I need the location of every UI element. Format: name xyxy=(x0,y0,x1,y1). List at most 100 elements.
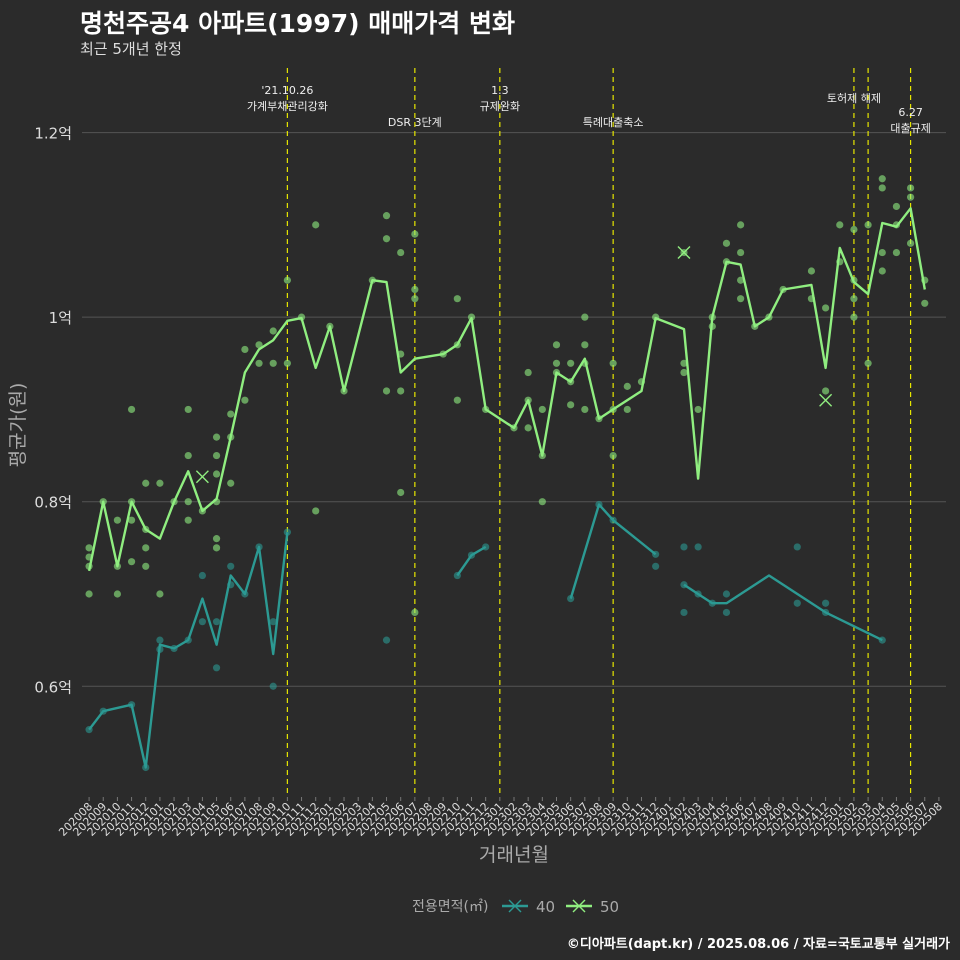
data-point-50 xyxy=(737,221,745,229)
series-line-40 xyxy=(456,545,487,577)
data-point-40 xyxy=(198,618,206,626)
data-point-50 xyxy=(878,175,886,183)
data-point-50 xyxy=(708,313,716,321)
data-point-50 xyxy=(822,304,830,312)
data-point-40 xyxy=(822,608,830,617)
data-point-50 xyxy=(623,382,631,390)
data-point-40 xyxy=(283,528,291,536)
data-point-40 xyxy=(212,618,221,626)
data-point-50 xyxy=(170,498,178,506)
chart-subtitle: 최근 5개년 한정 xyxy=(80,40,182,58)
data-point-40 xyxy=(652,562,660,570)
data-point-50 xyxy=(142,479,150,487)
data-point-40 xyxy=(680,581,688,589)
data-point-50 xyxy=(184,405,192,414)
data-point-50 xyxy=(524,368,532,377)
event-label: 가계부채관리강화 xyxy=(247,100,328,113)
data-point-50 xyxy=(85,553,93,561)
series-line-40 xyxy=(569,503,657,599)
data-point-50 xyxy=(241,345,249,354)
y-axis-label: 평균가(원) xyxy=(7,383,29,468)
data-point-40 xyxy=(567,595,575,603)
data-point-50 xyxy=(127,405,136,414)
data-point-50 xyxy=(368,276,376,284)
data-point-50 xyxy=(850,276,858,284)
event-label: 특례대출축소 xyxy=(583,116,644,129)
data-point-50 xyxy=(312,221,320,229)
data-point-50 xyxy=(142,544,150,552)
legend-swatch-x xyxy=(508,899,522,913)
data-point-50 xyxy=(836,258,844,266)
series-line-50 xyxy=(87,207,926,572)
data-point-50 xyxy=(212,535,221,543)
data-point-50 xyxy=(637,378,646,386)
data-point-40 xyxy=(595,500,603,509)
data-point-50 xyxy=(411,295,419,303)
data-point-40 xyxy=(241,590,249,598)
data-point-50 xyxy=(538,498,546,506)
data-point-40 xyxy=(227,562,235,570)
data-point-50 xyxy=(850,295,858,303)
chart-title: 명천주공4 아파트(1997) 매매가격 변화 xyxy=(80,9,515,38)
data-point-50 xyxy=(552,359,561,367)
data-point-50 xyxy=(467,313,476,321)
data-point-50 xyxy=(524,396,532,404)
data-point-50 xyxy=(184,516,192,524)
data-point-50 xyxy=(113,562,122,570)
highlight-stroke xyxy=(819,393,833,407)
data-point-40 xyxy=(212,664,221,672)
data-point-50 xyxy=(906,239,915,247)
data-point-50 xyxy=(878,267,886,275)
data-point-50 xyxy=(807,295,816,303)
y-tick-label: 0.6억 xyxy=(34,678,72,696)
data-point-50 xyxy=(142,562,150,570)
data-point-40 xyxy=(609,516,617,524)
data-point-50 xyxy=(453,341,461,349)
data-point-50 xyxy=(850,225,858,234)
legend-title: 전용면적(㎡) xyxy=(412,899,488,915)
data-point-50 xyxy=(156,590,164,598)
data-point-40 xyxy=(878,636,886,644)
data-point-50 xyxy=(906,193,915,201)
data-point-50 xyxy=(312,507,320,515)
data-point-50 xyxy=(227,410,235,418)
data-point-40 xyxy=(269,618,277,626)
event-label: '21.10.26 xyxy=(261,84,313,97)
data-point-50 xyxy=(567,378,575,386)
data-point-50 xyxy=(113,590,122,598)
data-point-50 xyxy=(581,359,589,367)
data-point-50 xyxy=(439,350,447,358)
data-point-50 xyxy=(892,221,901,229)
data-point-50 xyxy=(878,184,886,192)
data-point-50 xyxy=(892,202,901,211)
data-point-50 xyxy=(708,322,716,330)
data-point-40 xyxy=(822,599,830,607)
data-point-50 xyxy=(184,451,192,460)
data-point-50 xyxy=(482,405,490,414)
data-point-50 xyxy=(85,562,93,570)
data-point-40 xyxy=(170,644,178,653)
data-point-50 xyxy=(567,359,575,367)
data-point-50 xyxy=(212,498,221,506)
data-point-50 xyxy=(212,544,221,552)
y-tick-label: 1억 xyxy=(49,309,72,327)
data-point-50 xyxy=(127,498,136,506)
data-point-50 xyxy=(382,387,391,395)
data-point-50 xyxy=(212,433,221,441)
data-point-50 xyxy=(694,405,702,414)
data-point-40 xyxy=(127,701,136,709)
data-point-50 xyxy=(397,387,405,395)
series-lines xyxy=(87,207,926,769)
highlight-marker-50 xyxy=(819,393,833,407)
data-point-50 xyxy=(680,359,688,367)
highlight-stroke xyxy=(195,470,209,484)
data-point-40 xyxy=(722,590,731,598)
data-point-50 xyxy=(397,248,405,257)
data-point-50 xyxy=(722,258,731,266)
data-point-50 xyxy=(212,470,221,478)
data-point-40 xyxy=(99,707,107,715)
data-point-50 xyxy=(892,248,901,257)
y-tick-label: 1.2억 xyxy=(34,125,72,143)
data-point-50 xyxy=(99,498,107,506)
